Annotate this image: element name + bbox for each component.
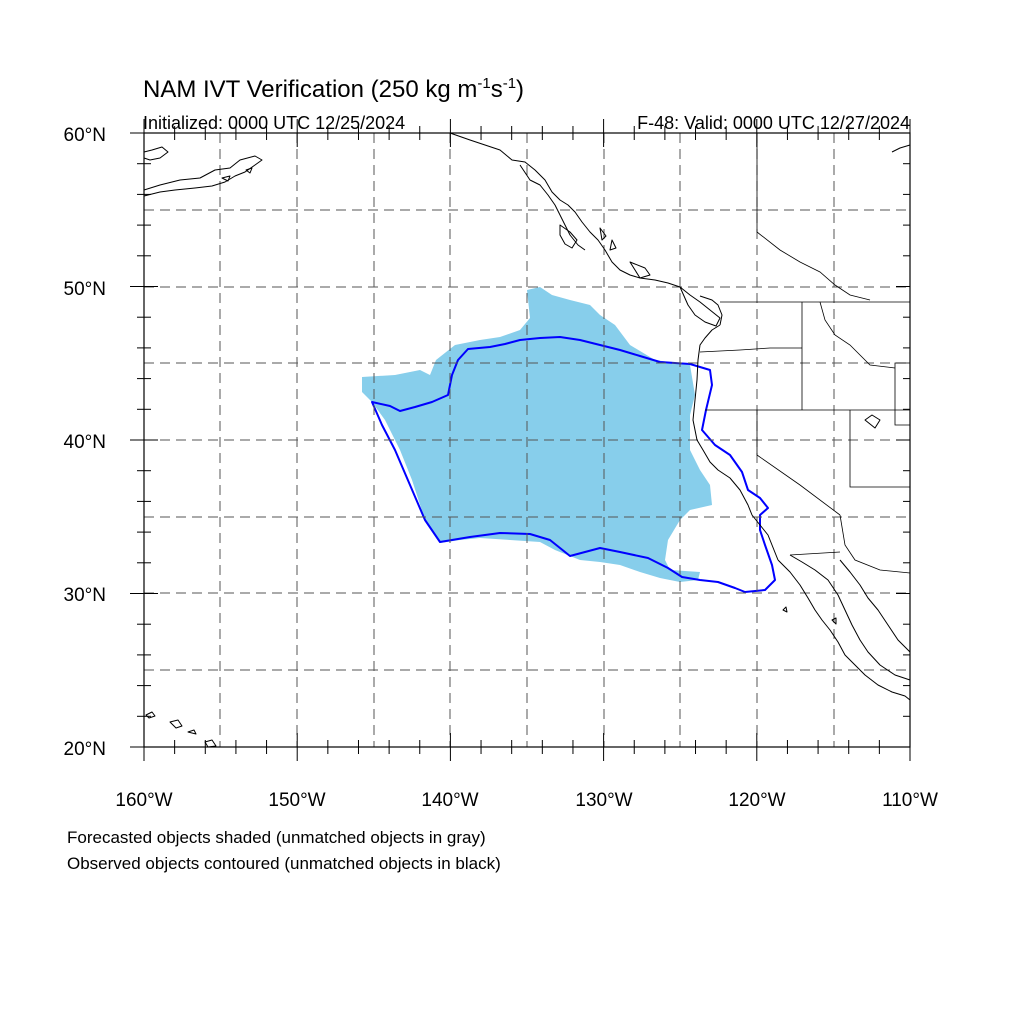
lat-label-50: 50°N: [64, 279, 106, 300]
valid-label: F-48: Valid: 0000 UTC 12/27/2024: [637, 113, 910, 133]
lon-label-110w: 110°W: [882, 790, 938, 811]
lon-label-130w: 130°W: [575, 790, 632, 811]
observed-contour: [371, 336, 776, 593]
lat-label-60: 60°N: [64, 125, 106, 146]
longitude-labels: 160°W 150°W 140°W 130°W 120°W 110°W: [115, 790, 938, 811]
forecast-object: [362, 287, 712, 582]
forecast-note: Forecasted objects shaded (unmatched obj…: [67, 828, 486, 847]
latitude-labels: 20°N 30°N 40°N 50°N 60°N: [64, 125, 106, 760]
graticule: [144, 133, 910, 747]
political-borders: [699, 133, 911, 574]
axis-ticks: [130, 119, 911, 761]
lon-label-140w: 140°W: [421, 790, 478, 811]
lat-label-30: 30°N: [64, 585, 106, 606]
lon-label-160w: 160°W: [115, 790, 172, 811]
lat-label-20: 20°N: [64, 739, 106, 760]
lon-label-120w: 120°W: [728, 790, 785, 811]
lon-label-150w: 150°W: [268, 790, 325, 811]
map-title: NAM IVT Verification (250 kg m-1s-1): [143, 75, 524, 103]
initialized-label: Initialized: 0000 UTC 12/25/2024: [143, 113, 405, 133]
observed-note: Observed objects contoured (unmatched ob…: [67, 854, 501, 873]
coastlines: [143, 132, 911, 748]
lat-label-40: 40°N: [64, 432, 106, 453]
